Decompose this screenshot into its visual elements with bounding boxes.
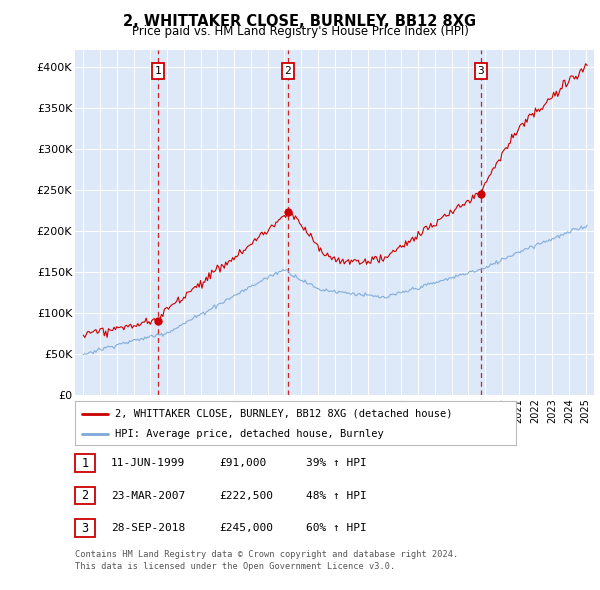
Text: 1: 1 bbox=[82, 457, 88, 470]
Text: 3: 3 bbox=[478, 66, 484, 76]
Text: 2, WHITTAKER CLOSE, BURNLEY, BB12 8XG: 2, WHITTAKER CLOSE, BURNLEY, BB12 8XG bbox=[124, 14, 476, 28]
Text: £245,000: £245,000 bbox=[219, 523, 273, 533]
Text: Contains HM Land Registry data © Crown copyright and database right 2024.: Contains HM Land Registry data © Crown c… bbox=[75, 550, 458, 559]
Text: 3: 3 bbox=[82, 522, 88, 535]
Text: £91,000: £91,000 bbox=[219, 458, 266, 468]
Text: 28-SEP-2018: 28-SEP-2018 bbox=[111, 523, 185, 533]
Text: 48% ↑ HPI: 48% ↑ HPI bbox=[306, 491, 367, 500]
Text: 2: 2 bbox=[284, 66, 292, 76]
Text: This data is licensed under the Open Government Licence v3.0.: This data is licensed under the Open Gov… bbox=[75, 562, 395, 571]
Text: Price paid vs. HM Land Registry's House Price Index (HPI): Price paid vs. HM Land Registry's House … bbox=[131, 25, 469, 38]
Text: 23-MAR-2007: 23-MAR-2007 bbox=[111, 491, 185, 500]
Text: 11-JUN-1999: 11-JUN-1999 bbox=[111, 458, 185, 468]
Text: 60% ↑ HPI: 60% ↑ HPI bbox=[306, 523, 367, 533]
Text: 39% ↑ HPI: 39% ↑ HPI bbox=[306, 458, 367, 468]
Text: 2: 2 bbox=[82, 489, 88, 502]
Text: 1: 1 bbox=[154, 66, 161, 76]
Text: 2, WHITTAKER CLOSE, BURNLEY, BB12 8XG (detached house): 2, WHITTAKER CLOSE, BURNLEY, BB12 8XG (d… bbox=[115, 409, 452, 418]
Text: HPI: Average price, detached house, Burnley: HPI: Average price, detached house, Burn… bbox=[115, 430, 383, 440]
Text: £222,500: £222,500 bbox=[219, 491, 273, 500]
